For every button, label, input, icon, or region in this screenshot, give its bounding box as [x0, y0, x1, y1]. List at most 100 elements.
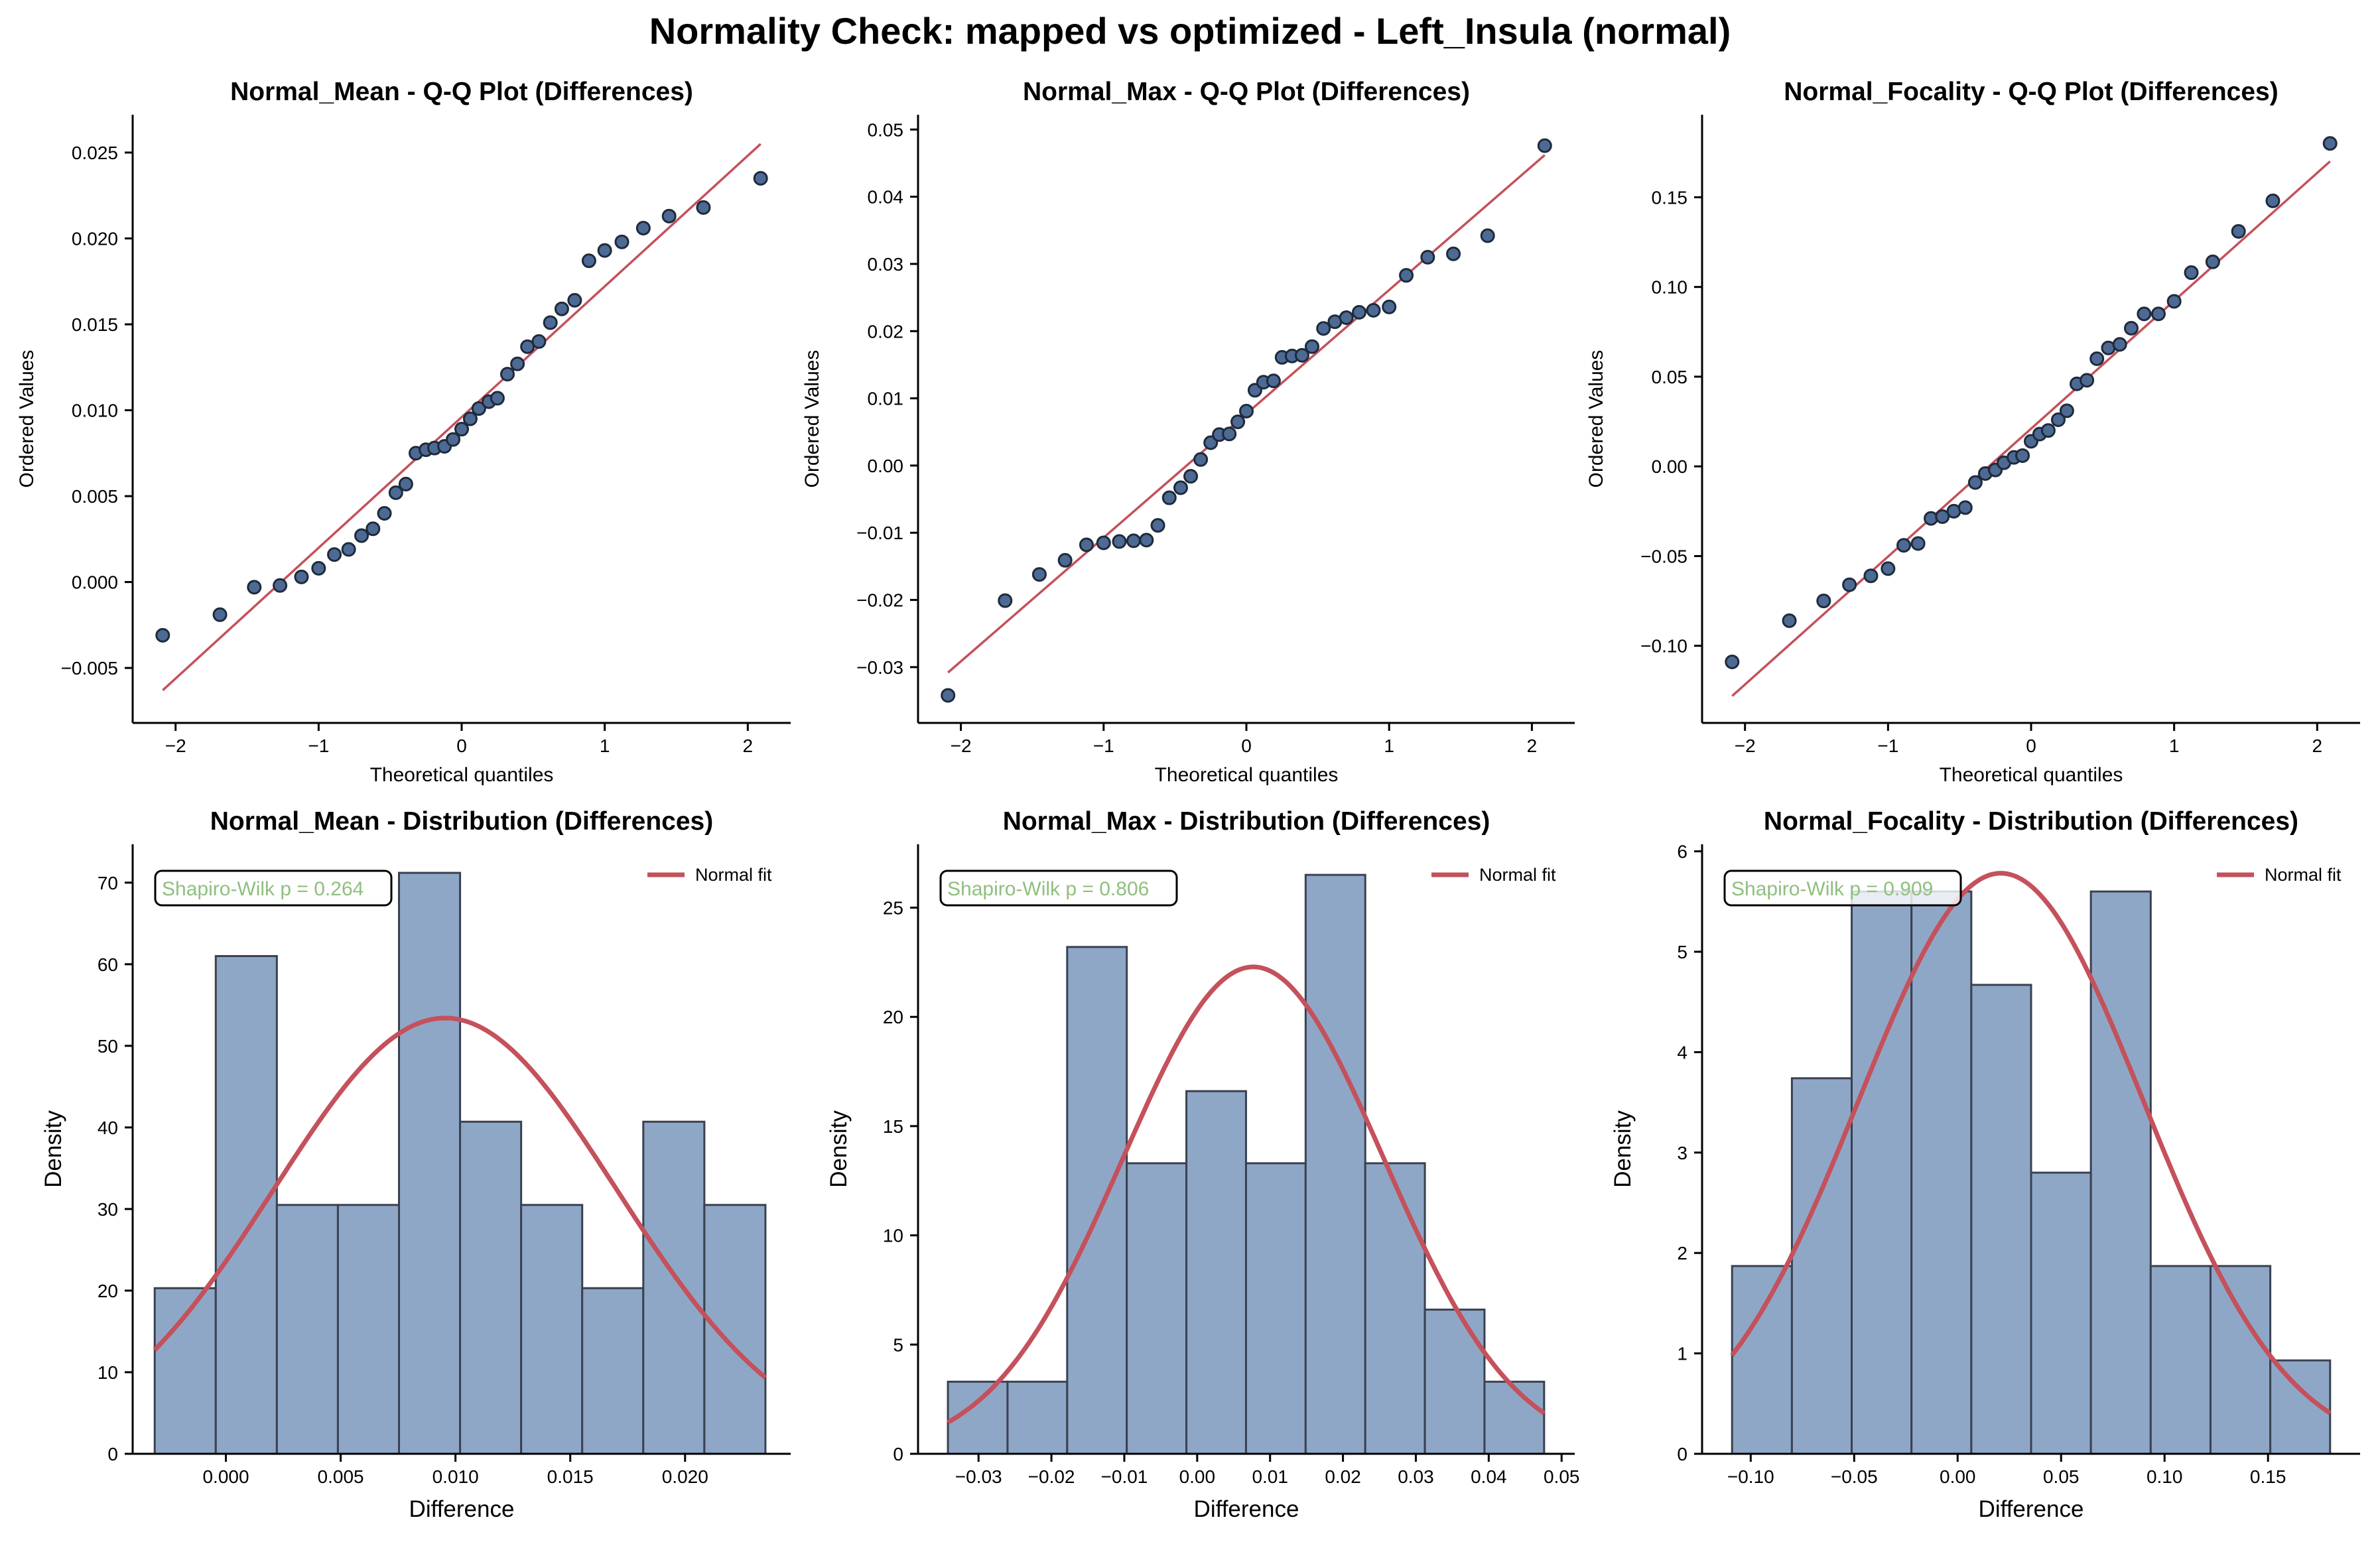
histogram-bar — [642, 1120, 706, 1455]
x-tick-label: 2 — [743, 736, 754, 756]
qq-point — [531, 334, 547, 349]
x-tick-label: 0.10 — [2147, 1466, 2183, 1487]
x-tick-label: −2 — [1735, 736, 1756, 756]
y-tick-label: −0.05 — [1640, 546, 1687, 566]
qq-point — [554, 301, 569, 316]
x-tick-label: 0.01 — [1252, 1466, 1288, 1487]
legend-label: Normal fit — [695, 865, 772, 885]
qq-point — [2184, 265, 2199, 281]
qq-point — [273, 578, 288, 593]
qq-point — [2166, 294, 2182, 309]
chart-title: Normal_Max - Distribution (Differences) — [1003, 807, 1490, 836]
y-tick-label: 0.04 — [868, 187, 904, 208]
qq-point — [1842, 577, 1857, 592]
x-tick-label: 0.015 — [547, 1466, 594, 1487]
qq-point — [635, 220, 651, 235]
y-tick-label: 30 — [98, 1199, 118, 1220]
qq-point — [341, 542, 356, 557]
y-tick-label: 0.10 — [1652, 277, 1688, 298]
qq-point — [1399, 268, 1414, 283]
qq-point — [327, 547, 342, 562]
x-tick-label: −1 — [308, 736, 329, 756]
x-tick-label: 0.05 — [2043, 1466, 2080, 1487]
qq-point — [1294, 348, 1309, 363]
histogram-bar — [2089, 890, 2152, 1455]
qq-point — [365, 521, 381, 537]
qq-point — [1896, 538, 1912, 553]
qq-fit-line — [162, 143, 761, 692]
qq-point — [998, 593, 1013, 608]
histogram-bar — [459, 1120, 523, 1455]
y-tick-label: 0.03 — [868, 254, 904, 275]
qq-point — [941, 688, 956, 703]
histogram-bar — [1066, 946, 1128, 1455]
qq-point — [597, 243, 612, 258]
x-tick-label: −2 — [951, 736, 972, 756]
x-tick-label: −0.05 — [1831, 1466, 1878, 1487]
qq-point — [1230, 415, 1246, 430]
qq-point — [1126, 533, 1141, 548]
qq-point — [1957, 500, 1973, 515]
qq-point — [2265, 193, 2281, 208]
y-tick-label: 5 — [1677, 942, 1687, 962]
x-tick-label: 0.020 — [662, 1466, 708, 1487]
qq-point — [155, 627, 170, 643]
histogram-bar — [214, 955, 278, 1455]
y-axis-label: Ordered Values — [801, 350, 823, 488]
qq-point — [1173, 480, 1188, 495]
x-tick-label: −0.10 — [1727, 1466, 1774, 1487]
chart-title: Normal_Focality - Q-Q Plot (Differences) — [1784, 78, 2278, 106]
qq-point — [2322, 136, 2338, 151]
shapiro-wilk-annotation: Shapiro-Wilk p = 0.909 — [1731, 878, 1933, 900]
histogram-bar — [703, 1204, 767, 1455]
qq-fit-line — [1731, 161, 2331, 697]
histogram-bar — [1910, 890, 1973, 1455]
shapiro-wilk-box — [1723, 869, 1962, 907]
chart-panel-1: Normal_Mean - Q-Q Plot (Differences) −2 −1… — [16, 78, 791, 786]
qq-point — [388, 485, 403, 500]
qq-point — [377, 505, 392, 521]
x-tick-label: −2 — [165, 736, 186, 756]
chart-panel-2: Normal_Max - Q-Q Plot (Differences) −2 −1 0… — [801, 78, 1575, 786]
x-tick-label: 0.02 — [1325, 1466, 1361, 1487]
x-tick-label: 0.000 — [202, 1466, 249, 1487]
qq-point — [1446, 246, 1461, 261]
legend-label: Normal fit — [1479, 865, 1556, 885]
y-tick-label: 0.01 — [868, 389, 904, 409]
x-tick-label: 2 — [2312, 736, 2323, 756]
histogram-bar — [1423, 1309, 1486, 1455]
chart-title: Normal_Mean - Distribution (Differences) — [210, 807, 713, 836]
qq-point — [2040, 423, 2056, 438]
qq-point — [1382, 299, 1397, 314]
histogram-bar — [2030, 1171, 2092, 1455]
qq-point — [2112, 337, 2127, 352]
x-tick-label: 0 — [1241, 736, 1252, 756]
qq-point — [1096, 535, 1111, 550]
histogram-bar — [1006, 1380, 1069, 1455]
y-tick-label: −0.02 — [856, 590, 903, 611]
histogram-bar — [1970, 984, 2032, 1455]
qq-point — [1247, 383, 1262, 398]
qq-point — [1239, 403, 1254, 418]
histogram-bar — [520, 1204, 584, 1455]
qq-point — [1183, 469, 1199, 484]
qq-point — [1782, 613, 1797, 628]
x-tick-label: 1 — [600, 736, 610, 756]
qq-point — [1079, 537, 1094, 552]
y-tick-label: 6 — [1677, 842, 1687, 862]
chart-title: Normal_Focality - Distribution (Differen… — [1764, 807, 2298, 836]
qq-point — [354, 528, 369, 543]
qq-point — [1150, 518, 1165, 533]
x-tick-label: 1 — [2169, 736, 2180, 756]
histogram-bar — [1185, 1090, 1247, 1455]
y-tick-label: 2 — [1677, 1243, 1687, 1263]
y-tick-label: 60 — [98, 954, 118, 975]
x-tick-label: 0.04 — [1471, 1466, 1507, 1487]
qq-point — [2080, 373, 2095, 388]
chart-title: Normal_Mean - Q-Q Plot (Differences) — [230, 78, 693, 106]
y-tick-label: 10 — [883, 1226, 903, 1246]
x-tick-label: 1 — [1384, 736, 1394, 756]
qq-point — [1910, 536, 1926, 551]
shapiro-wilk-box — [939, 869, 1178, 907]
x-tick-label: 2 — [1527, 736, 1538, 756]
